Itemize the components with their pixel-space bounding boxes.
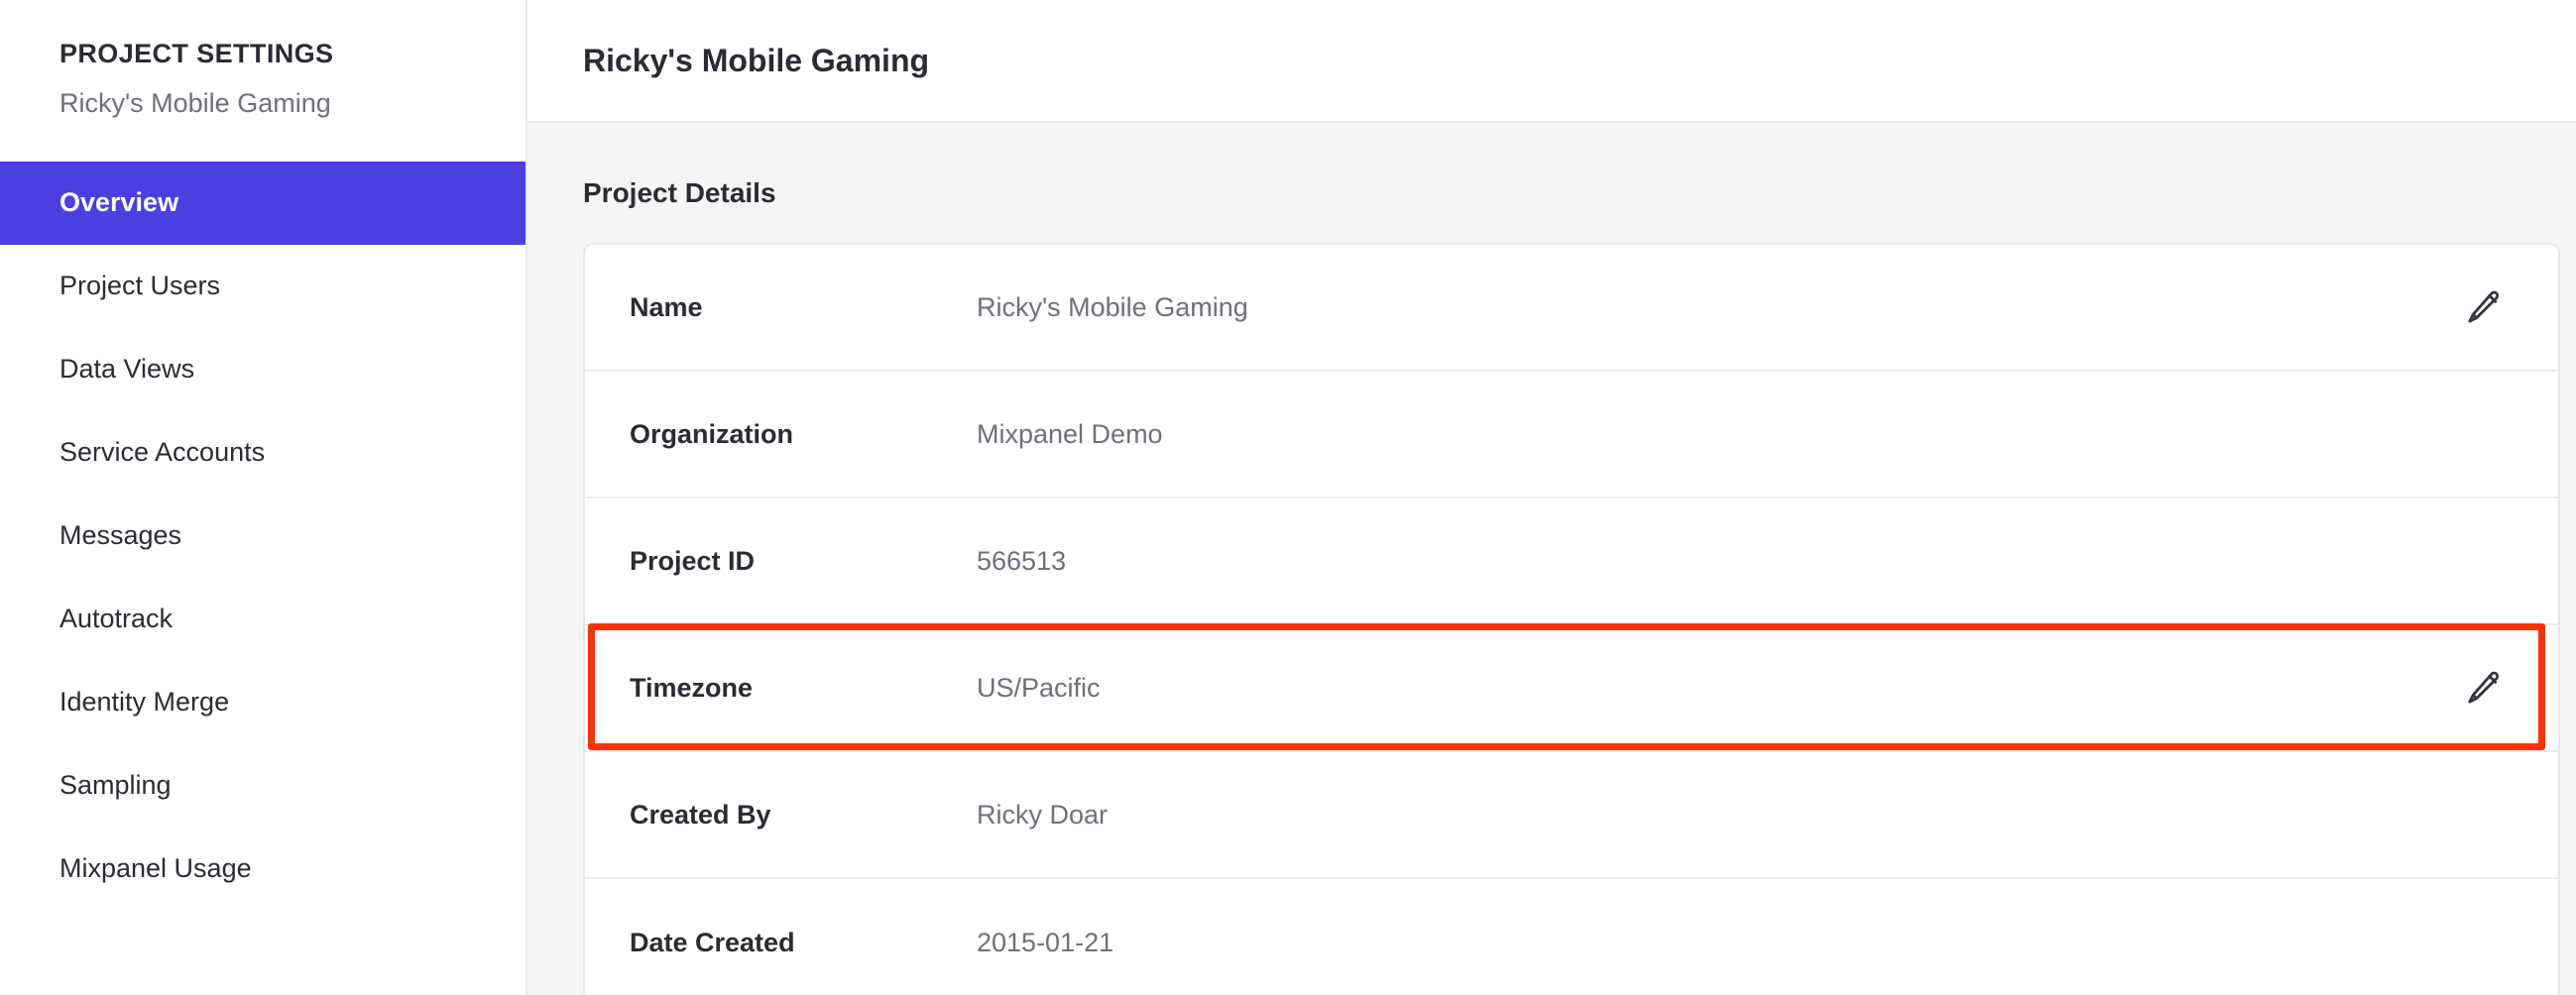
page-title: Ricky's Mobile Gaming xyxy=(583,42,930,78)
sidebar-subtitle-project-name: Ricky's Mobile Gaming xyxy=(59,88,331,119)
sidebar-item-identity-merge[interactable]: Identity Merge xyxy=(0,661,526,744)
sidebar-item-label: Identity Merge xyxy=(59,687,230,718)
sidebar-nav: Overview Project Users Data Views Servic… xyxy=(0,161,526,911)
sidebar-item-service-accounts[interactable]: Service Accounts xyxy=(0,411,526,495)
sidebar-item-label: Messages xyxy=(59,520,182,551)
detail-value: 566513 xyxy=(977,545,1067,576)
project-details-card: Name Ricky's Mobile Gaming xyxy=(583,243,2560,995)
detail-row-created-by: Created By Ricky Doar xyxy=(585,752,2558,879)
detail-row-date-created: Date Created 2015-01-21 xyxy=(585,879,2558,995)
sidebar-item-overview[interactable]: Overview xyxy=(0,161,526,245)
edit-name-button[interactable] xyxy=(2457,280,2511,334)
sidebar-item-label: Mixpanel Usage xyxy=(59,853,252,884)
detail-value: Mixpanel Demo xyxy=(977,418,1163,449)
detail-action xyxy=(2409,661,2558,715)
sidebar-item-messages[interactable]: Messages xyxy=(0,495,526,578)
pencil-icon xyxy=(2464,668,2504,708)
sidebar-item-sampling[interactable]: Sampling xyxy=(0,744,526,828)
sidebar-item-label: Data Views xyxy=(59,354,195,385)
detail-value: 2015-01-21 xyxy=(977,927,1114,957)
main-header: Ricky's Mobile Gaming xyxy=(527,0,2576,123)
main-content: Ricky's Mobile Gaming Project Details Na… xyxy=(527,0,2576,995)
detail-label: Created By xyxy=(630,799,771,829)
detail-value: US/Pacific xyxy=(977,672,1101,703)
detail-row-timezone: Timezone US/Pacific xyxy=(585,625,2558,752)
detail-label: Timezone xyxy=(630,672,754,703)
sidebar-item-label: Overview xyxy=(59,187,179,218)
detail-value: Ricky's Mobile Gaming xyxy=(977,291,1248,322)
sidebar-item-label: Sampling xyxy=(59,770,172,801)
main-body: Project Details Name Ricky's Mobile Gami… xyxy=(527,123,2576,995)
detail-label: Name xyxy=(630,291,703,322)
sidebar-item-project-users[interactable]: Project Users xyxy=(0,245,526,328)
sidebar-item-label: Project Users xyxy=(59,271,221,301)
sidebar-item-label: Autotrack xyxy=(59,604,174,634)
pencil-icon xyxy=(2464,287,2504,327)
sidebar-item-mixpanel-usage[interactable]: Mixpanel Usage xyxy=(0,828,526,911)
detail-row-project-id: Project ID 566513 xyxy=(585,498,2558,625)
sidebar-item-data-views[interactable]: Data Views xyxy=(0,328,526,411)
detail-action xyxy=(2409,280,2558,334)
edit-timezone-button[interactable] xyxy=(2457,661,2511,715)
detail-label: Project ID xyxy=(630,545,756,576)
sidebar-item-label: Service Accounts xyxy=(59,437,266,468)
detail-row-name: Name Ricky's Mobile Gaming xyxy=(585,245,2558,372)
sidebar-header: PROJECT SETTINGS Ricky's Mobile Gaming xyxy=(0,0,526,120)
detail-label: Date Created xyxy=(630,927,795,957)
section-title-project-details: Project Details xyxy=(583,177,776,208)
sidebar-title: PROJECT SETTINGS xyxy=(59,39,334,68)
detail-value: Ricky Doar xyxy=(977,799,1109,829)
sidebar-item-autotrack[interactable]: Autotrack xyxy=(0,578,526,661)
detail-label: Organization xyxy=(630,418,794,449)
detail-row-organization: Organization Mixpanel Demo xyxy=(585,372,2558,498)
sidebar: PROJECT SETTINGS Ricky's Mobile Gaming O… xyxy=(0,0,527,995)
